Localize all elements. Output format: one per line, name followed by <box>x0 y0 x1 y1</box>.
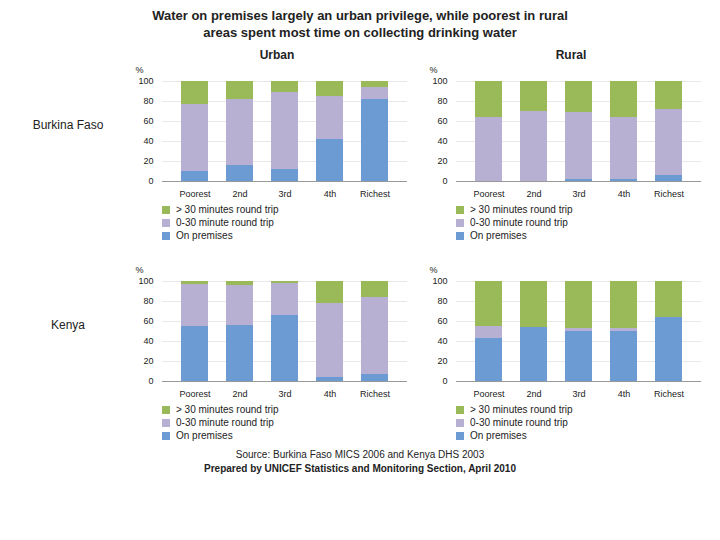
svg-text:40: 40 <box>437 336 447 346</box>
html-text:0-30 minute round trip: 0-30 minute round trip <box>176 416 274 428</box>
svg-text:3rd: 3rd <box>572 189 585 199</box>
svg-text:%: % <box>136 265 144 275</box>
svg-text:4th: 4th <box>324 189 337 199</box>
svg-text:60: 60 <box>143 116 153 126</box>
html-text:> 30 minutes round trip: > 30 minutes round trip <box>176 403 279 415</box>
html-text:On premises: On premises <box>176 429 233 441</box>
svg-text:2nd: 2nd <box>232 389 247 399</box>
svg-text:20: 20 <box>437 156 447 166</box>
html-text:Source: Burkina Faso MICS 2006: Source: Burkina Faso MICS 2006 and Kenya… <box>235 448 485 460</box>
svg-text:80: 80 <box>437 96 447 106</box>
svg-text:Richest: Richest <box>360 389 391 399</box>
svg-text:Richest: Richest <box>654 189 685 199</box>
html-text:On premises: On premises <box>470 429 527 441</box>
svg-text:3rd: 3rd <box>278 189 291 199</box>
svg-text:Richest: Richest <box>360 189 391 199</box>
html-text:Rural: Rural <box>555 47 587 62</box>
html-text:Kenya: Kenya <box>51 317 85 332</box>
html-text:> 30 minutes round trip: > 30 minutes round trip <box>176 203 279 215</box>
html-text:On premises: On premises <box>470 229 527 241</box>
svg-text:3rd: 3rd <box>572 389 585 399</box>
html-text:On premises: On premises <box>176 229 233 241</box>
svg-text:2nd: 2nd <box>526 389 541 399</box>
svg-text:100: 100 <box>138 76 153 86</box>
html-text:Prepared by UNICEF Statistics: Prepared by UNICEF Statistics and Monito… <box>204 462 516 474</box>
svg-text:4th: 4th <box>618 189 631 199</box>
html-text:Burkina Faso: Burkina Faso <box>32 117 104 132</box>
svg-text:0: 0 <box>148 176 153 186</box>
svg-text:20: 20 <box>437 356 447 366</box>
svg-text:40: 40 <box>143 136 153 146</box>
svg-text:Richest: Richest <box>654 389 685 399</box>
svg-text:%: % <box>430 265 438 275</box>
svg-text:100: 100 <box>138 276 153 286</box>
svg-text:Poorest: Poorest <box>473 189 505 199</box>
svg-text:2nd: 2nd <box>526 189 541 199</box>
svg-text:60: 60 <box>437 316 447 326</box>
svg-text:0: 0 <box>148 376 153 386</box>
html-text:> 30 minutes round trip: > 30 minutes round trip <box>470 203 573 215</box>
svg-text:80: 80 <box>437 296 447 306</box>
svg-text:40: 40 <box>437 136 447 146</box>
svg-text:0: 0 <box>442 376 447 386</box>
svg-text:Poorest: Poorest <box>473 389 505 399</box>
html-text:> 30 minutes round trip: > 30 minutes round trip <box>470 403 573 415</box>
svg-text:4th: 4th <box>324 389 337 399</box>
html-text:Water on premises largely an u: Water on premises largely an urban privi… <box>152 8 568 40</box>
svg-text:3rd: 3rd <box>278 389 291 399</box>
html-text:0-30 minute round trip: 0-30 minute round trip <box>176 216 274 228</box>
svg-text:Poorest: Poorest <box>179 389 211 399</box>
html-text:Urban: Urban <box>259 47 295 62</box>
svg-text:Poorest: Poorest <box>179 189 211 199</box>
svg-text:2nd: 2nd <box>232 189 247 199</box>
svg-text:4th: 4th <box>618 389 631 399</box>
svg-text:20: 20 <box>143 156 153 166</box>
html-text:0-30 minute round trip: 0-30 minute round trip <box>470 216 568 228</box>
svg-text:60: 60 <box>143 316 153 326</box>
svg-text:20: 20 <box>143 356 153 366</box>
svg-text:%: % <box>136 65 144 75</box>
svg-text:80: 80 <box>143 296 153 306</box>
svg-text:100: 100 <box>432 276 447 286</box>
svg-text:60: 60 <box>437 116 447 126</box>
svg-text:100: 100 <box>432 76 447 86</box>
svg-text:0: 0 <box>442 176 447 186</box>
svg-text:40: 40 <box>143 336 153 346</box>
svg-text:%: % <box>430 65 438 75</box>
svg-text:80: 80 <box>143 96 153 106</box>
html-text:0-30 minute round trip: 0-30 minute round trip <box>470 416 568 428</box>
